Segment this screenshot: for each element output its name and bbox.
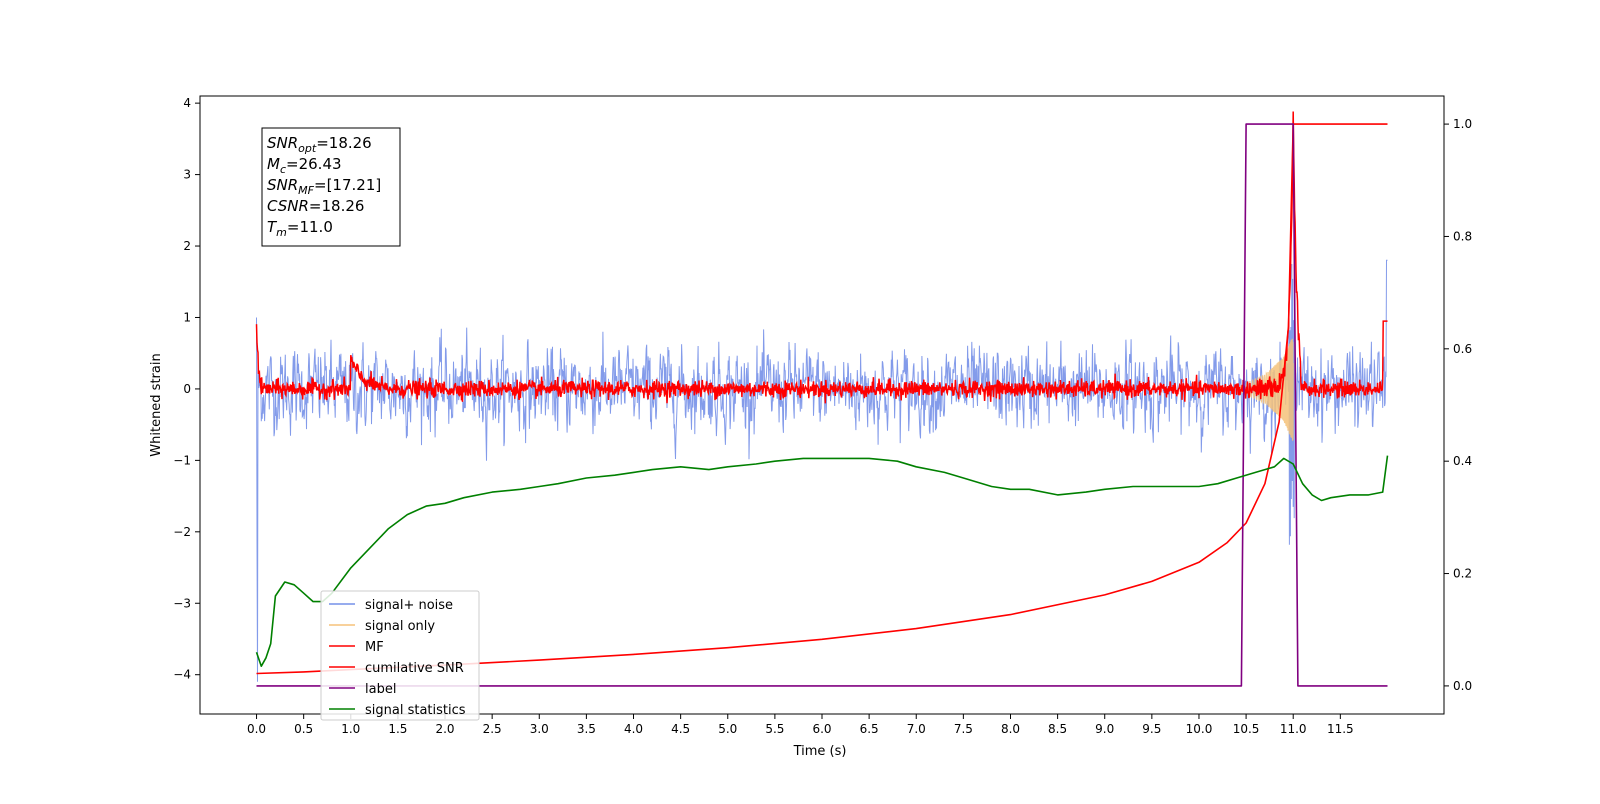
x-axis-label: Time (s) (793, 744, 847, 759)
annotation-subscript: c (280, 163, 286, 176)
y-tick-label: 3 (183, 168, 191, 182)
annotation-value: =26.43 (286, 155, 342, 173)
x-tick-label: 6.0 (812, 722, 831, 736)
x-tick-label: 10.0 (1186, 722, 1213, 736)
annotation-subscript: opt (298, 142, 317, 155)
y-tick-label: −3 (173, 596, 191, 610)
legend-label: signal only (365, 619, 435, 634)
x-tick-label: 0.5 (294, 722, 313, 736)
x-tick-label: 7.5 (954, 722, 973, 736)
annotation-var: M (267, 155, 280, 173)
x-tick-label: 11.0 (1280, 722, 1307, 736)
legend: signal+ noise signal only MF cumilative SNR… (320, 590, 480, 721)
y-tick-label: −2 (173, 525, 191, 539)
x-tick-label: 9.5 (1142, 722, 1161, 736)
y-axis-right: 1.0 0.8 0.6 0.4 0.2 0.0 (1444, 117, 1472, 693)
annotation-line: Mc=26.43 (267, 155, 342, 176)
x-tick-label: 0.0 (247, 722, 266, 736)
y2-tick-label: 0.0 (1453, 679, 1472, 693)
annotation-var: T (267, 218, 278, 236)
x-tick-label: 7.0 (907, 722, 926, 736)
x-tick-label: 6.5 (860, 722, 879, 736)
x-tick-label: 8.5 (1048, 722, 1067, 736)
y-tick-label: −1 (173, 453, 191, 467)
series-mf (255, 111, 1388, 404)
x-tick-label: 9.0 (1095, 722, 1114, 736)
annotation-box: SNRopt=18.26Mc=26.43SNRMF=[17.21]CSNR=18… (261, 127, 401, 247)
legend-frame (320, 590, 480, 721)
x-tick-label: 1.5 (388, 722, 407, 736)
annotation-subscript: MF (298, 184, 314, 197)
annotation-line: Tm=11.0 (267, 218, 333, 239)
x-tick-label: 2.5 (483, 722, 502, 736)
x-tick-label: 10.5 (1233, 722, 1260, 736)
legend-label: MF (365, 640, 384, 655)
annotation-value: =11.0 (287, 218, 333, 236)
y2-tick-label: 1.0 (1453, 117, 1472, 131)
y-axis-left: 4 3 2 1 0 −1 −2 −3 −4 (173, 96, 200, 682)
x-tick-label: 4.0 (624, 722, 643, 736)
y-tick-label: 2 (183, 239, 191, 253)
annotation-value: =18.26 (316, 134, 372, 152)
y-tick-label: 4 (183, 96, 191, 110)
annotation-frame (261, 127, 401, 247)
legend-label: signal statistics (365, 703, 466, 718)
x-tick-label: 5.5 (765, 722, 784, 736)
annotation-var: SNR (267, 176, 298, 194)
y-tick-label: 0 (183, 382, 191, 396)
annotation-line: SNRopt=18.26 (267, 134, 372, 155)
x-tick-label: 3.5 (577, 722, 596, 736)
annotation-line: SNRMF=[17.21] (267, 176, 381, 197)
annotation-value: =18.26 (309, 197, 365, 215)
annotation-var: SNR (267, 134, 298, 152)
y2-tick-label: 0.6 (1453, 342, 1472, 356)
y2-tick-label: 0.8 (1453, 229, 1472, 243)
legend-label: label (365, 682, 396, 697)
x-tick-label: 5.0 (718, 722, 737, 736)
y2-tick-label: 0.2 (1453, 567, 1472, 581)
annotation-value: =[17.21] (314, 176, 381, 194)
x-tick-label: 3.0 (530, 722, 549, 736)
x-tick-label: 2.0 (435, 722, 454, 736)
legend-label: signal+ noise (365, 598, 453, 613)
series-label (256, 123, 1388, 687)
legend-label: cumilative SNR (365, 661, 464, 676)
x-tick-label: 1.0 (341, 722, 360, 736)
x-axis: 0.0 0.5 1.0 1.5 2.0 2.5 3.0 3.5 4.0 4.5 5.0 5.5 6.0 6… (247, 714, 1354, 736)
annotation-var: CSNR (267, 197, 309, 215)
x-tick-label: 4.5 (671, 722, 690, 736)
y-tick-label: −4 (173, 668, 191, 682)
annotation-subscript: m (276, 226, 287, 239)
y-axis-label: Whitened strain (149, 353, 164, 456)
x-tick-label: 8.0 (1001, 722, 1020, 736)
series-signal-statistics (255, 455, 1389, 667)
y-tick-label: 1 (183, 310, 191, 324)
annotation-line: CSNR=18.26 (267, 197, 364, 215)
x-tick-label: 11.5 (1327, 722, 1354, 736)
y2-tick-label: 0.4 (1453, 454, 1472, 468)
